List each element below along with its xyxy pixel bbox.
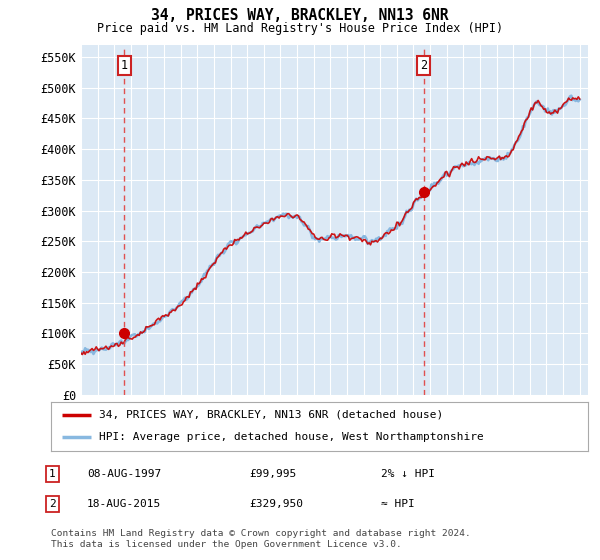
Text: Contains HM Land Registry data © Crown copyright and database right 2024.
This d: Contains HM Land Registry data © Crown c…: [51, 529, 471, 549]
Text: ≈ HPI: ≈ HPI: [381, 499, 415, 509]
Text: 2% ↓ HPI: 2% ↓ HPI: [381, 469, 435, 479]
Text: 34, PRICES WAY, BRACKLEY, NN13 6NR: 34, PRICES WAY, BRACKLEY, NN13 6NR: [151, 8, 449, 24]
Text: £329,950: £329,950: [249, 499, 303, 509]
Text: 34, PRICES WAY, BRACKLEY, NN13 6NR (detached house): 34, PRICES WAY, BRACKLEY, NN13 6NR (deta…: [100, 410, 443, 420]
Text: 18-AUG-2015: 18-AUG-2015: [87, 499, 161, 509]
Text: 1: 1: [49, 469, 56, 479]
Text: HPI: Average price, detached house, West Northamptonshire: HPI: Average price, detached house, West…: [100, 432, 484, 442]
Text: 2: 2: [49, 499, 56, 509]
Text: £99,995: £99,995: [249, 469, 296, 479]
Text: Price paid vs. HM Land Registry's House Price Index (HPI): Price paid vs. HM Land Registry's House …: [97, 22, 503, 35]
Text: 2: 2: [421, 59, 428, 72]
Text: 08-AUG-1997: 08-AUG-1997: [87, 469, 161, 479]
Text: 1: 1: [121, 59, 128, 72]
